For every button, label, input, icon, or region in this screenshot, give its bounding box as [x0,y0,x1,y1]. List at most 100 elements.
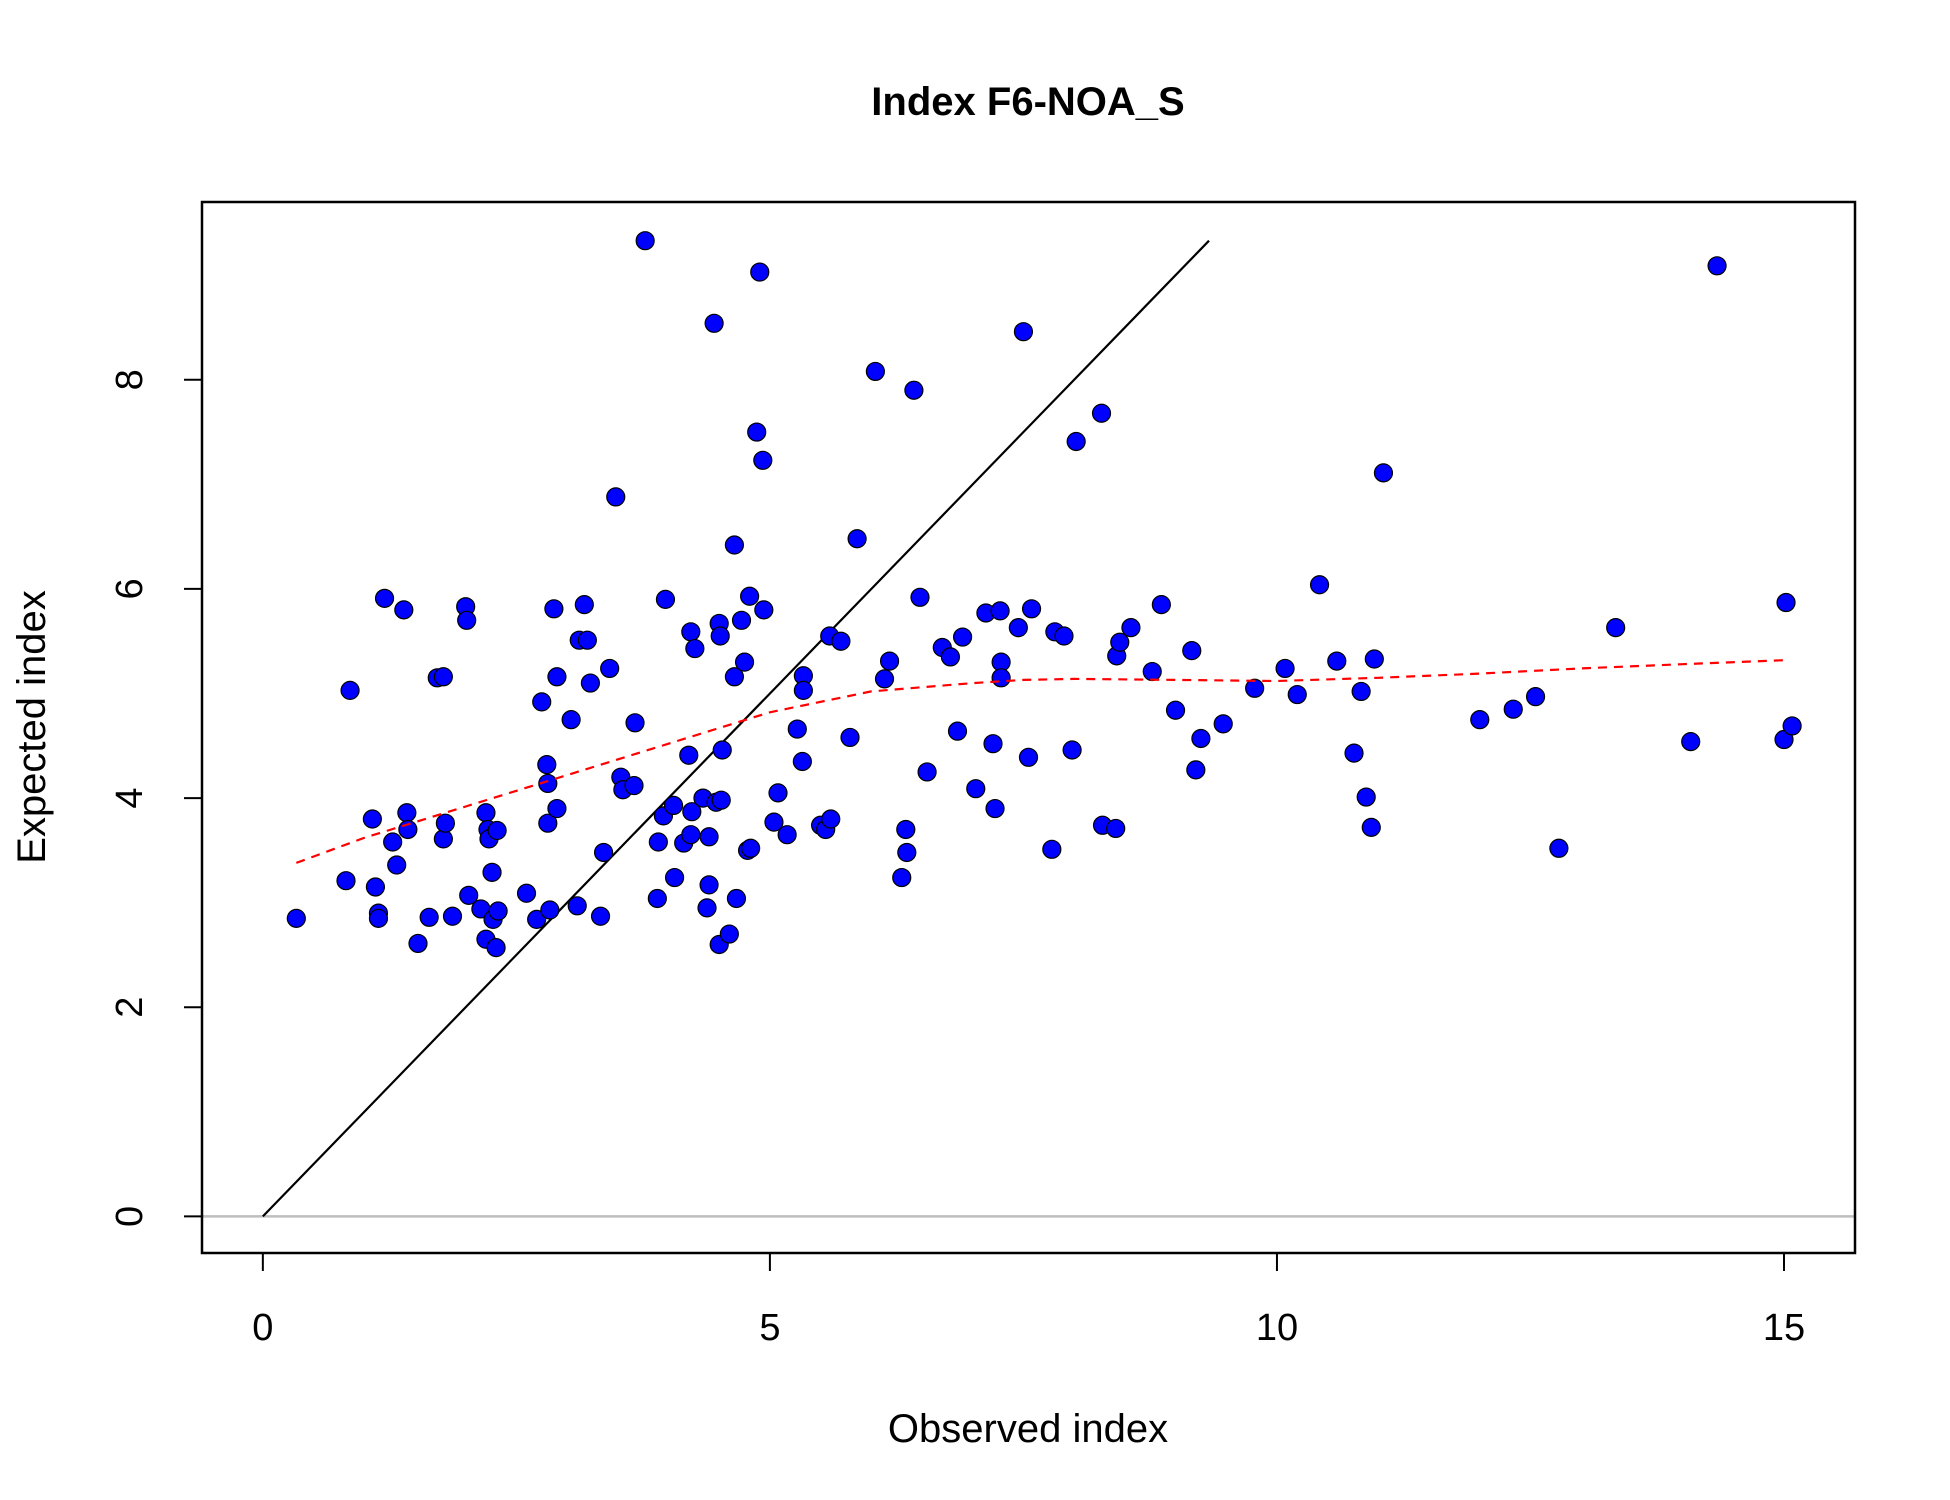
data-point [697,898,717,918]
data-point [764,812,784,832]
data-point [741,838,761,858]
x-axis: 0 5 10 15 [252,1252,1805,1349]
data-point [1356,787,1376,807]
data-point [647,888,667,909]
data-point [547,667,567,687]
data-point [544,599,564,619]
plot-frame [200,200,1857,1255]
data-point [487,820,507,841]
data-point [383,832,403,852]
data-point [1042,839,1062,859]
data-point [336,871,356,891]
data-point [374,588,395,608]
data-point [1470,710,1490,730]
data-point [459,885,479,905]
data-point [1364,649,1384,669]
data-point [874,669,895,689]
data-point [574,595,594,615]
data-point [547,798,567,819]
data-point [792,751,812,772]
data-point [1782,716,1802,736]
x-axis-label: Observed index [888,1407,1168,1451]
data-point [624,775,644,796]
data-point [1191,728,1211,749]
y-axis-label: Expected index [10,590,54,864]
data-point [362,809,382,829]
data-point [704,313,724,333]
data-point [408,933,428,954]
data-point [1776,592,1796,613]
data-point [532,692,552,712]
data-point [561,710,581,730]
y-tick-label: 2 [109,997,151,1018]
data-point [682,802,702,822]
data-point [476,803,496,823]
data-point [1287,684,1307,705]
data-point [726,888,747,909]
plot-area [202,231,1855,1218]
data-point [488,901,508,921]
data-point [1213,714,1233,734]
data-point [768,783,788,803]
data-point [664,867,685,888]
data-point [577,630,597,650]
data-point [840,727,860,748]
data-point [387,855,407,875]
data-point [719,924,739,944]
data-point [368,908,389,928]
data-point [442,906,463,926]
data-point [1681,732,1701,752]
data-point [1361,817,1381,837]
data-point [435,813,455,833]
data-point [663,795,684,816]
data-point [1275,658,1295,679]
data-point [750,262,770,282]
data-point [847,529,867,549]
data-point [904,380,924,400]
data-point [635,231,655,251]
data-point [419,907,439,927]
y-axis: 0 2 4 6 8 [109,369,203,1227]
y-tick-label: 4 [109,788,151,809]
data-point [538,773,558,794]
data-point [940,647,961,667]
data-point [397,803,417,823]
x-tick-label: 15 [1763,1307,1805,1349]
data-point [985,798,1005,819]
data-point [966,779,986,799]
data-point [580,673,601,693]
data-point [724,667,745,687]
data-point [1110,632,1130,652]
data-point [516,883,537,903]
data-point [433,829,453,849]
data-point [681,825,701,845]
data-point [731,610,752,630]
data-point [821,809,841,829]
data-point [1165,700,1186,720]
x-tick-label: 5 [759,1307,780,1349]
data-point [433,667,453,687]
y-tick-label: 8 [109,369,151,390]
data-point [990,601,1010,621]
data-point [754,600,774,620]
y-tick-label: 0 [109,1206,151,1227]
smoother-line [295,658,1790,864]
data-point [1018,747,1039,767]
data-point [1344,743,1364,763]
data-point [538,813,558,833]
data-point [991,668,1011,688]
chart-title: Index F6-NOA_S [871,80,1184,124]
data-point [787,719,807,739]
data-point [1054,626,1074,646]
data-point [897,842,917,863]
data-point [394,600,414,620]
data-point [681,622,701,642]
data-point [879,651,900,671]
data-point [685,638,705,659]
data-point [734,652,755,672]
data-point [340,680,360,700]
data-point [710,626,730,646]
data-point [917,762,937,782]
data-point [1245,678,1265,698]
x-tick-label: 0 [252,1307,273,1349]
